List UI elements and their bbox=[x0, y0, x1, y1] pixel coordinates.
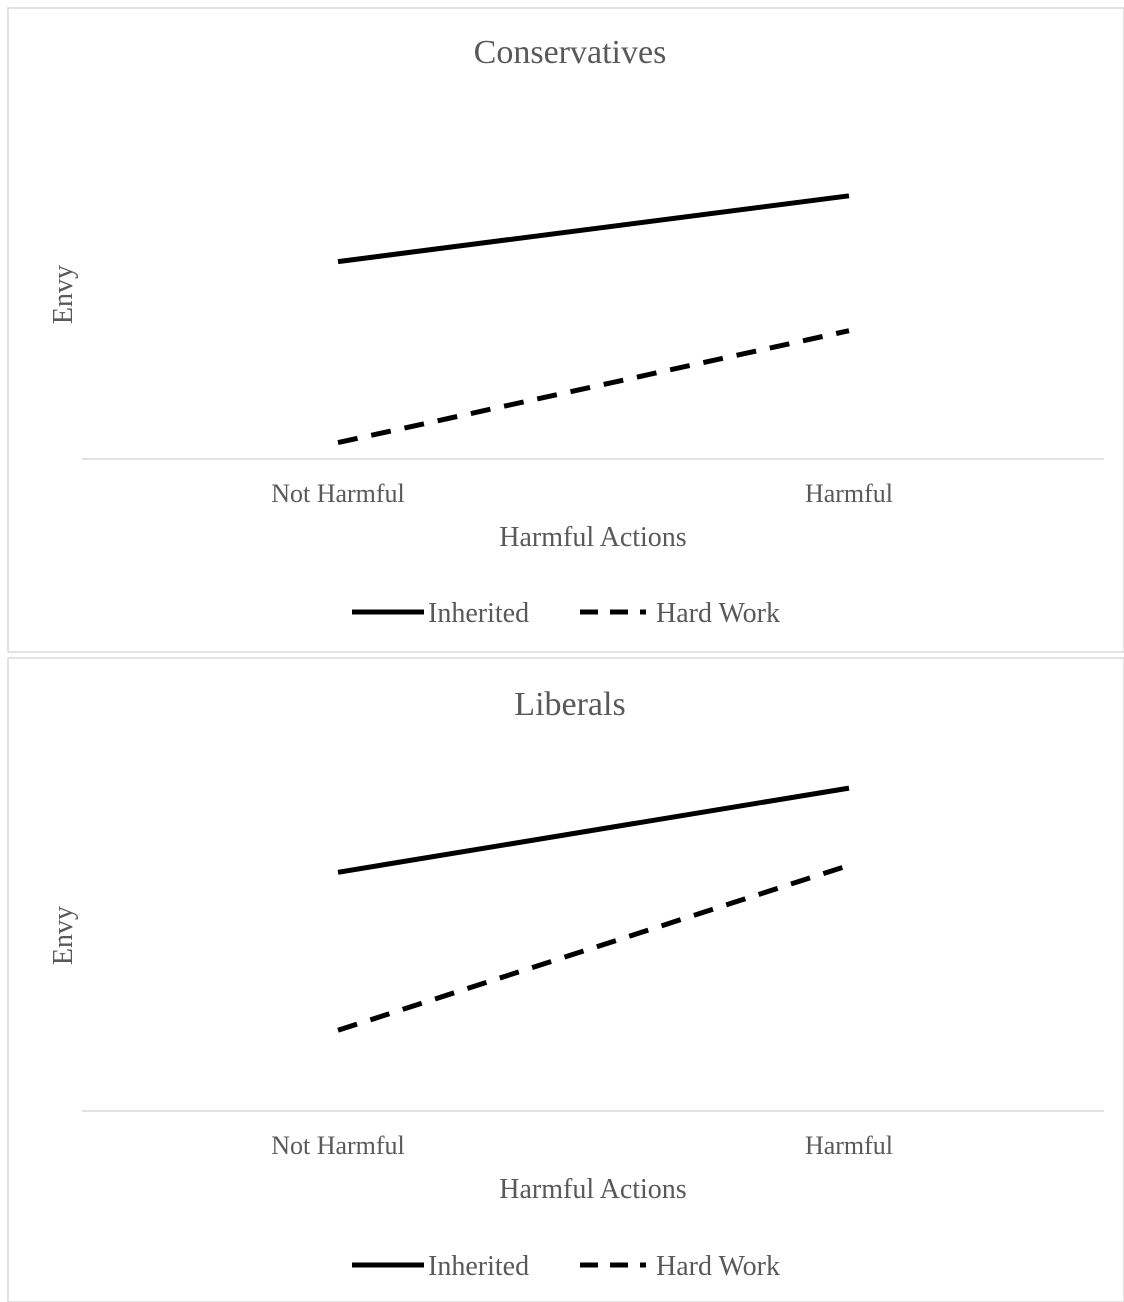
x-tick-label: Not Harmful bbox=[271, 1131, 405, 1160]
x-axis-label: Harmful Actions bbox=[499, 1174, 686, 1205]
chart-frame bbox=[7, 657, 1124, 1302]
y-axis-label: Envy bbox=[48, 265, 79, 324]
chart-frame bbox=[7, 7, 1124, 653]
chart-panel-1: Conservatives Envy Not Harmful Harmful Harmf… bbox=[7, 7, 1124, 653]
legend-label-inherited: Inherited bbox=[428, 1251, 529, 1282]
legend-label-hard-work: Hard Work bbox=[656, 1251, 780, 1282]
y-axis-label: Envy bbox=[48, 906, 79, 965]
chart-panel-2: Liberals Envy Not Harmful Harmful Harmful Ac… bbox=[7, 657, 1124, 1302]
chart-title: Conservatives bbox=[474, 34, 667, 71]
x-tick-label: Harmful bbox=[805, 479, 893, 508]
series-line-hard-work bbox=[337, 862, 850, 1033]
legend-label-inherited: Inherited bbox=[428, 598, 529, 629]
series-line-inherited bbox=[337, 193, 850, 265]
series-line-inherited bbox=[337, 785, 850, 875]
x-tick-label: Not Harmful bbox=[271, 479, 405, 508]
legend: Inherited Hard Work bbox=[352, 598, 780, 629]
x-tick-label: Harmful bbox=[805, 1131, 893, 1160]
x-axis-label: Harmful Actions bbox=[499, 522, 686, 553]
series-line-hard-work bbox=[337, 328, 850, 446]
chart-title: Liberals bbox=[514, 686, 625, 723]
legend-label-hard-work: Hard Work bbox=[656, 598, 780, 629]
legend: Inherited Hard Work bbox=[352, 1251, 780, 1282]
